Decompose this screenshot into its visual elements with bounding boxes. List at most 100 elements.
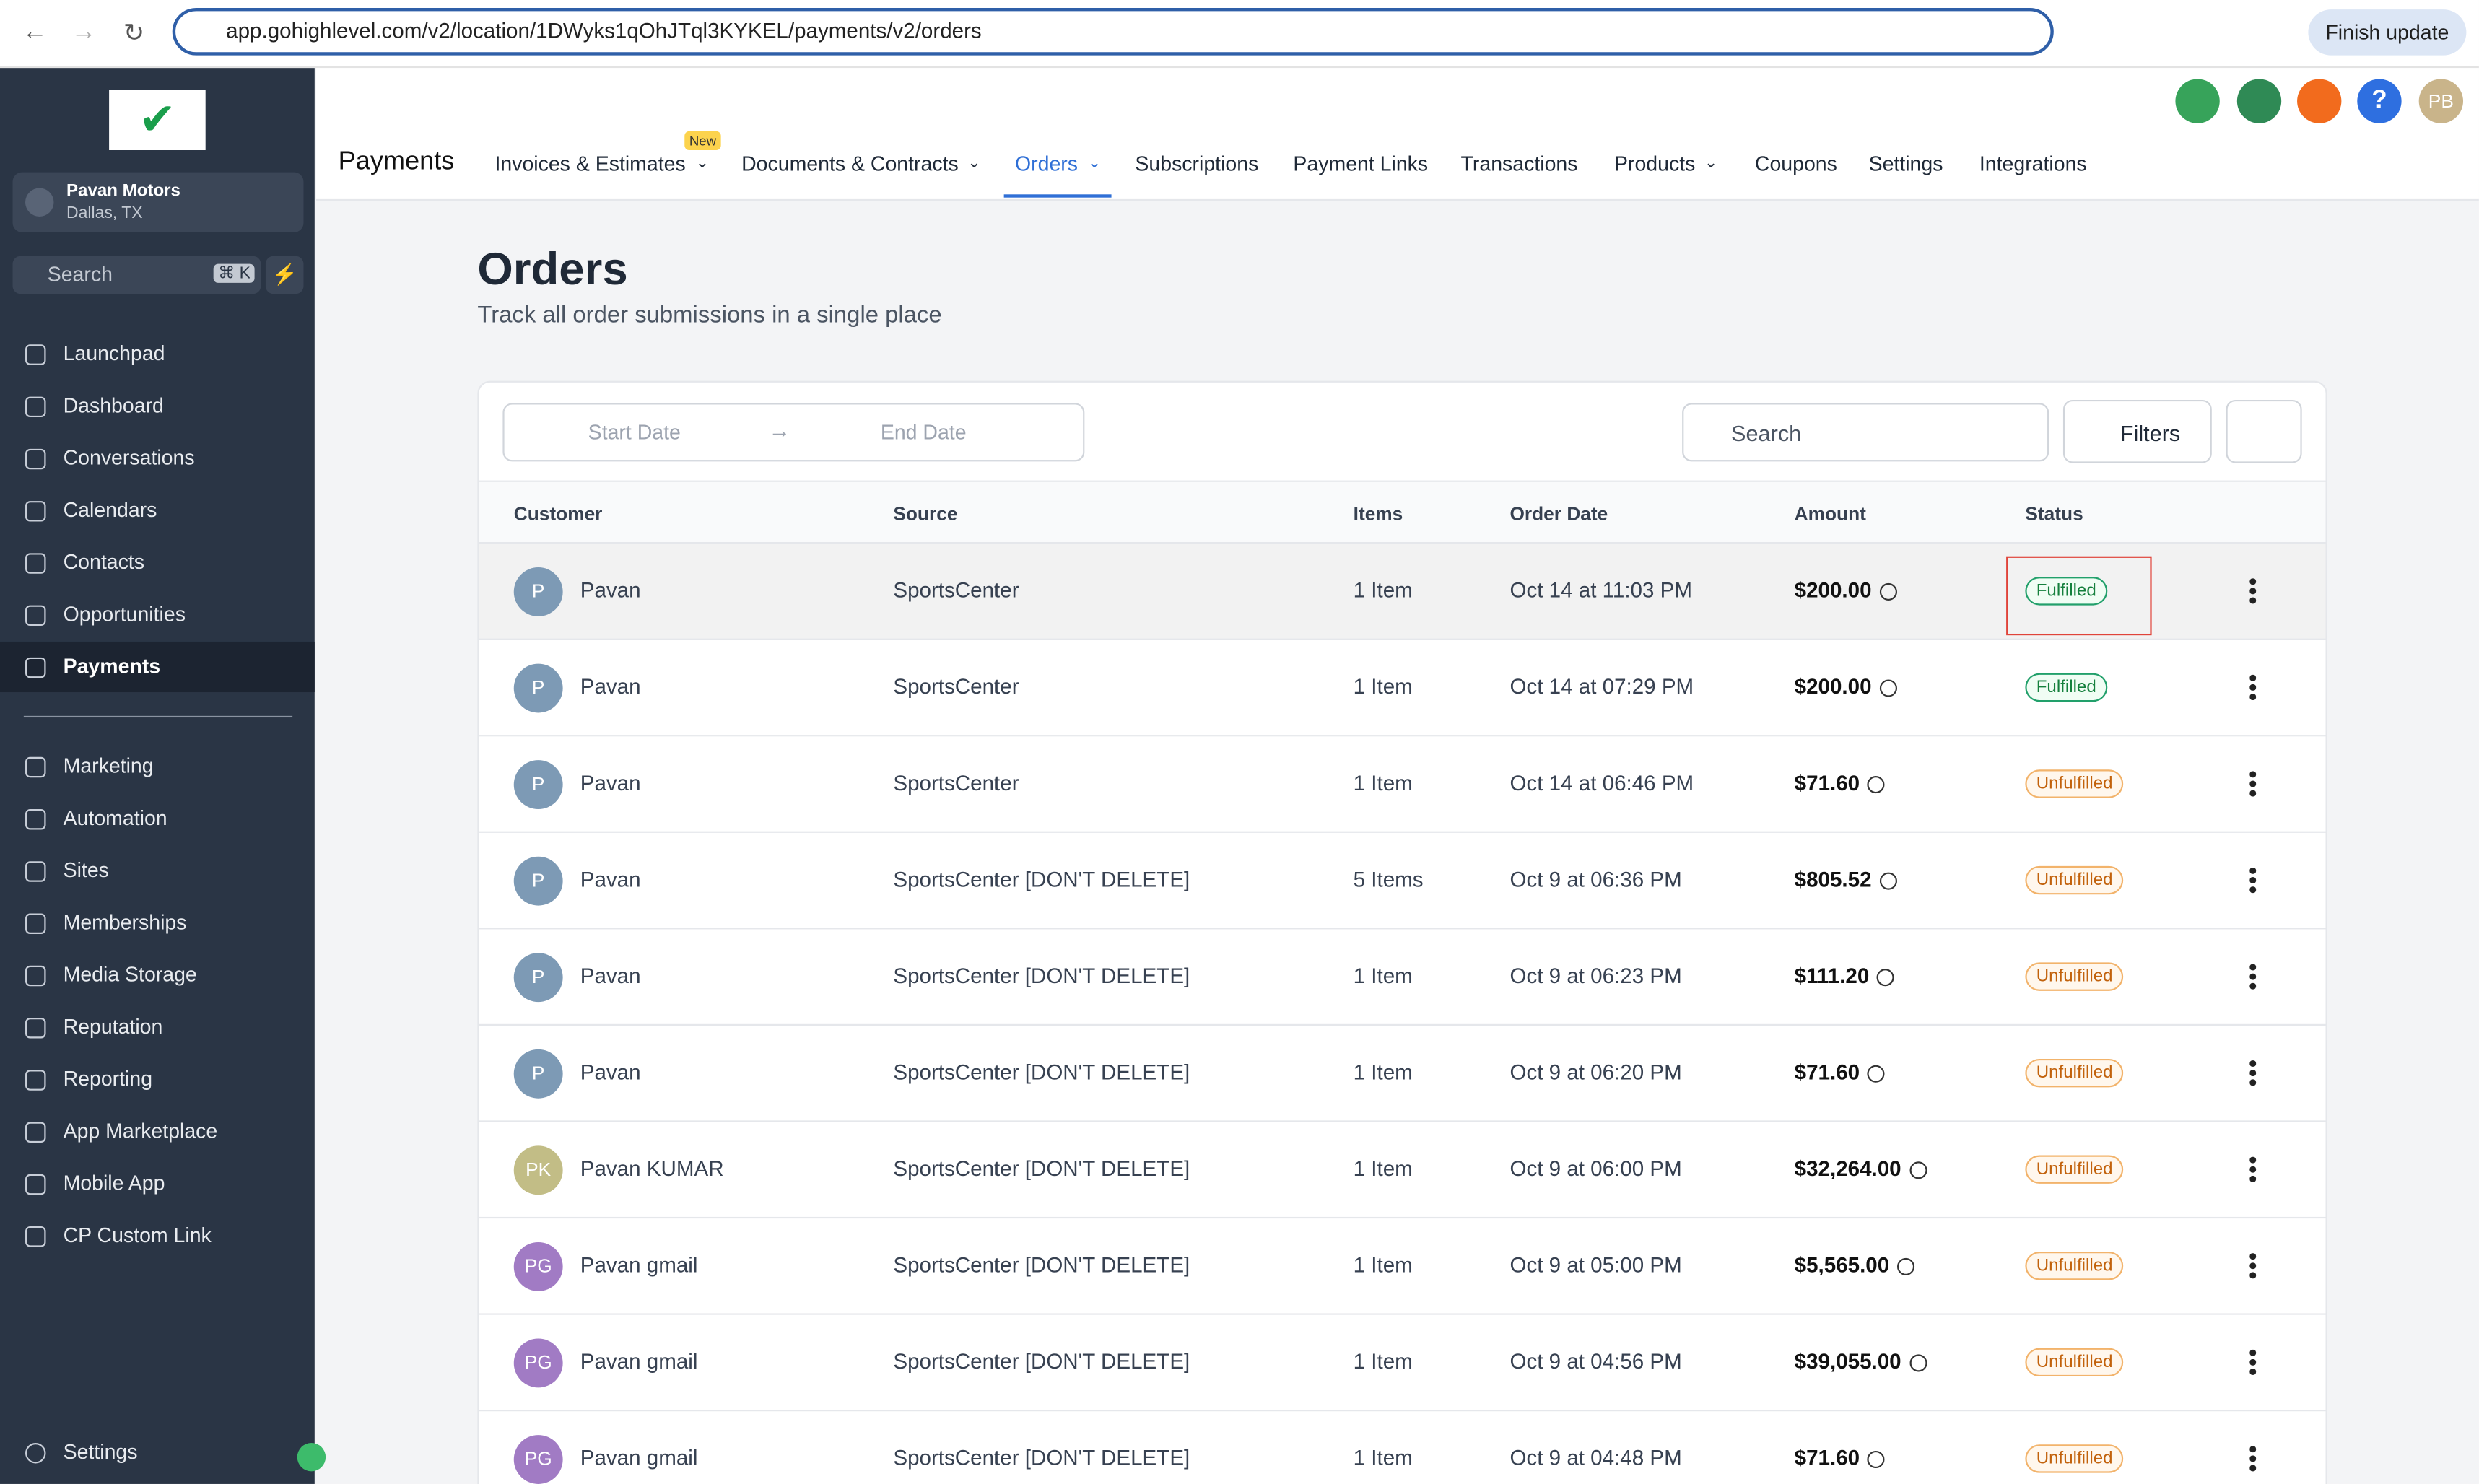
order-date: Oct 9 at 04:56 PM	[1509, 1349, 1682, 1374]
row-menu[interactable]	[2249, 1253, 2256, 1281]
nav-icon	[25, 756, 46, 778]
order-row[interactable]: P Pavan SportsCenter 1 Item Oct 14 at 11:03 …	[479, 541, 2326, 639]
help-button[interactable]: ?	[2357, 79, 2402, 123]
nav-item[interactable]: Memberships	[63, 910, 187, 934]
info-icon[interactable]	[1879, 582, 1897, 601]
info-icon[interactable]	[1897, 1257, 1915, 1275]
address-bar[interactable]: app.gohighlevel.com/v2/location/1DWyks1q…	[172, 7, 2054, 56]
nav-item[interactable]: Automation	[63, 806, 167, 830]
amount: $805.52	[1795, 833, 1897, 928]
info-icon[interactable]	[1868, 776, 1886, 794]
nav-tab[interactable]: Products	[1613, 152, 1696, 176]
row-menu[interactable]	[2249, 868, 2256, 896]
order-row[interactable]: P Pavan SportsCenter [DON'T DELETE] 1 Item O…	[479, 928, 2326, 1024]
nav-icon	[25, 965, 46, 987]
collapse-button[interactable]	[297, 1443, 326, 1472]
info-icon[interactable]	[1879, 872, 1897, 890]
forward-button[interactable]: →	[71, 19, 97, 46]
info-icon[interactable]	[1879, 679, 1897, 697]
nav-tab[interactable]: Orders	[1014, 152, 1078, 176]
nav-item[interactable]: Mobile App	[63, 1171, 165, 1195]
nav-tab[interactable]: Subscriptions	[1135, 152, 1259, 176]
new-badge: New	[684, 131, 721, 151]
date-range[interactable]: Start Date → End Date	[502, 403, 1085, 462]
update-button[interactable]: Finish update	[2308, 9, 2467, 56]
info-icon[interactable]	[1877, 969, 1895, 987]
row-menu[interactable]	[2249, 1349, 2256, 1378]
quick-action[interactable]: ⚡	[265, 256, 304, 294]
nav-item[interactable]: Reputation	[63, 1014, 163, 1039]
nav-item[interactable]: Marketing	[63, 754, 154, 778]
row-menu[interactable]	[2249, 1446, 2256, 1474]
nav-item[interactable]: Launchpad	[63, 341, 165, 365]
nav-item[interactable]: Payments	[63, 654, 161, 678]
amount: $39,055.00	[1795, 1315, 1927, 1410]
items: 1 Item	[1353, 1156, 1413, 1181]
row-menu[interactable]	[2249, 964, 2256, 992]
phone-button[interactable]	[2175, 79, 2220, 123]
info-icon[interactable]	[1909, 1161, 1927, 1179]
nav-item[interactable]: CP Custom Link	[63, 1223, 212, 1247]
nav-icon	[25, 1018, 46, 1039]
items: 1 Item	[1353, 964, 1413, 988]
nav-icon	[25, 448, 46, 470]
nav-item[interactable]: Contacts	[63, 549, 144, 574]
highlight-box	[2006, 556, 2152, 636]
order-row[interactable]: P Pavan SportsCenter [DON'T DELETE] 5 Items…	[479, 831, 2326, 928]
nav-tab[interactable]: Payment Links	[1293, 152, 1429, 176]
nav-tab[interactable]: Transactions	[1460, 152, 1578, 176]
reload-button[interactable]: ↻	[123, 20, 145, 48]
nav-item[interactable]: Dashboard	[63, 393, 164, 418]
column-header: Amount	[1794, 502, 1866, 525]
order-row[interactable]: PG Pavan gmail SportsCenter [DON'T DELETE]…	[479, 1410, 2326, 1484]
nav-item[interactable]: Sites	[63, 857, 109, 882]
announce-button[interactable]	[2236, 79, 2282, 123]
filters-button[interactable]: Filters	[2062, 399, 2212, 463]
nav-item[interactable]: Media Storage	[63, 962, 197, 987]
user-avatar[interactable]: PB	[2418, 79, 2464, 123]
info-icon[interactable]	[1868, 1450, 1886, 1469]
order-row[interactable]: PG Pavan gmail SportsCenter [DON'T DELETE]…	[479, 1313, 2326, 1410]
nav-tab[interactable]: Invoices & Estimates	[495, 152, 686, 176]
order-row[interactable]: P Pavan SportsCenter [DON'T DELETE] 1 Item O…	[479, 1023, 2326, 1121]
nav-item[interactable]: Calendars	[63, 497, 157, 522]
nav-item[interactable]: App Marketplace	[63, 1119, 218, 1143]
order-row[interactable]: P Pavan SportsCenter 1 Item Oct 14 at 06:46 …	[479, 735, 2326, 832]
order-date: Oct 14 at 06:46 PM	[1509, 771, 1694, 795]
nav-tab[interactable]: Coupons	[1754, 152, 1837, 176]
customer-avatar: P	[513, 760, 563, 810]
nav-tab[interactable]: Integrations	[1979, 152, 2087, 176]
back-button[interactable]: ←	[22, 19, 48, 46]
header: Payments ? PB Invoices & Estimates ⌄ New Do…	[316, 68, 2479, 201]
customer-avatar: PG	[513, 1435, 563, 1484]
column-header: Order Date	[1509, 502, 1608, 525]
sidebar-search[interactable]: Search ⌘ K	[12, 256, 261, 294]
nav-item[interactable]: Opportunities	[63, 602, 186, 627]
order-date: Oct 9 at 06:00 PM	[1509, 1156, 1682, 1181]
row-menu[interactable]	[2249, 674, 2256, 703]
order-date: Oct 9 at 06:36 PM	[1509, 868, 1682, 891]
nav-icon	[25, 344, 46, 365]
notifications-button[interactable]	[2297, 79, 2342, 123]
order-row[interactable]: P Pavan SportsCenter 1 Item Oct 14 at 07:29 …	[479, 638, 2326, 736]
nav-tab[interactable]: Settings	[1868, 152, 1943, 176]
info-icon[interactable]	[1868, 1065, 1886, 1083]
settings-link[interactable]: Settings	[63, 1439, 138, 1464]
row-menu[interactable]	[2249, 1060, 2256, 1088]
row-menu[interactable]	[2249, 771, 2256, 799]
row-menu[interactable]	[2249, 1156, 2256, 1185]
order-row[interactable]: PG Pavan gmail SportsCenter [DON'T DELETE]…	[479, 1216, 2326, 1314]
row-menu[interactable]	[2249, 578, 2256, 606]
table-search[interactable]: Search	[1682, 403, 2049, 462]
order-date: Oct 9 at 04:48 PM	[1509, 1446, 1682, 1470]
account-switcher[interactable]: Pavan Motors Dallas, TX	[12, 172, 304, 232]
nav-icon	[25, 861, 46, 882]
download-button[interactable]	[2226, 399, 2302, 463]
nav-item[interactable]: Conversations	[63, 445, 195, 470]
nav-item[interactable]: Reporting	[63, 1066, 153, 1091]
active-nav-bg	[0, 641, 315, 693]
nav-tab[interactable]: Documents & Contracts	[741, 152, 959, 176]
info-icon[interactable]	[1909, 1354, 1927, 1372]
order-row[interactable]: PK Pavan KUMAR SportsCenter [DON'T DELETE]…	[479, 1120, 2326, 1217]
